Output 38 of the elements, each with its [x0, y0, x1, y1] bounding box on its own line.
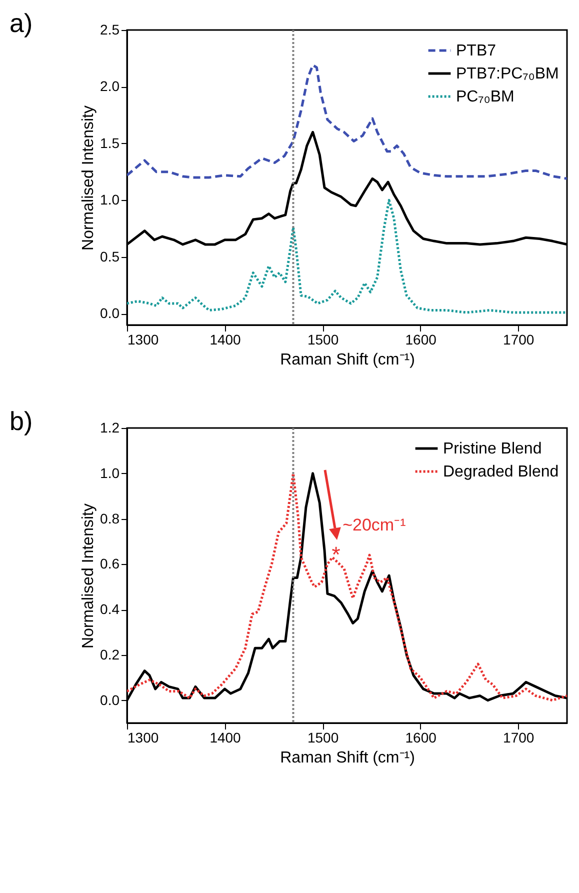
legend-label: PTB7:PC₇₀BM	[456, 66, 559, 82]
y-axis-title: Normalised Intensity	[80, 504, 98, 648]
x-tick-label: 1300	[128, 332, 159, 348]
legend-label: PC₇₀BM	[456, 88, 514, 106]
x-tick-label: 1600	[405, 730, 437, 746]
x-axis-title: Raman Shift (cm⁻¹)	[280, 750, 415, 766]
x-tick-label: 1500	[307, 730, 339, 746]
y-tick-label: 0.0	[100, 692, 120, 708]
legend-label: Pristine Blend	[443, 440, 542, 458]
y-tick-label: 0.4	[100, 601, 120, 618]
y-tick-label: 1.0	[100, 464, 120, 481]
y-tick-label: 0.0	[100, 305, 120, 322]
x-tick-label: 1500	[307, 332, 339, 348]
y-tick-label: 0.8	[100, 510, 120, 526]
line-series	[127, 64, 567, 180]
x-tick-label: 1400	[210, 730, 242, 746]
y-tick-label: 2.5	[100, 22, 120, 38]
y-tick-label: 0.6	[100, 556, 120, 572]
legend-label: PTB7	[456, 42, 496, 60]
y-axis-title: Normalised Intensity	[80, 106, 98, 250]
y-tick-label: 0.5	[100, 248, 120, 264]
annotation: ~20cm⁻¹	[342, 515, 406, 534]
x-tick-label: 1400	[210, 332, 242, 348]
chart-title: a)	[10, 8, 33, 38]
x-tick-label: 1600	[405, 332, 437, 348]
y-tick-label: 0.2	[100, 646, 120, 662]
chart-title: b)	[10, 406, 33, 436]
x-axis-title: Raman Shift (cm⁻¹)	[280, 352, 415, 368]
line-series	[127, 198, 567, 314]
x-tick-label: 1700	[503, 332, 534, 348]
y-tick-label: 2.0	[100, 78, 120, 94]
x-tick-label: 1300	[128, 730, 159, 746]
y-tick-label: 1.0	[100, 192, 120, 208]
annotation: *	[332, 542, 341, 567]
x-tick-label: 1700	[503, 730, 534, 746]
y-tick-label: 1.5	[100, 134, 120, 151]
legend-label: Degraded Blend	[443, 464, 559, 480]
y-tick-label: 1.2	[100, 420, 120, 436]
